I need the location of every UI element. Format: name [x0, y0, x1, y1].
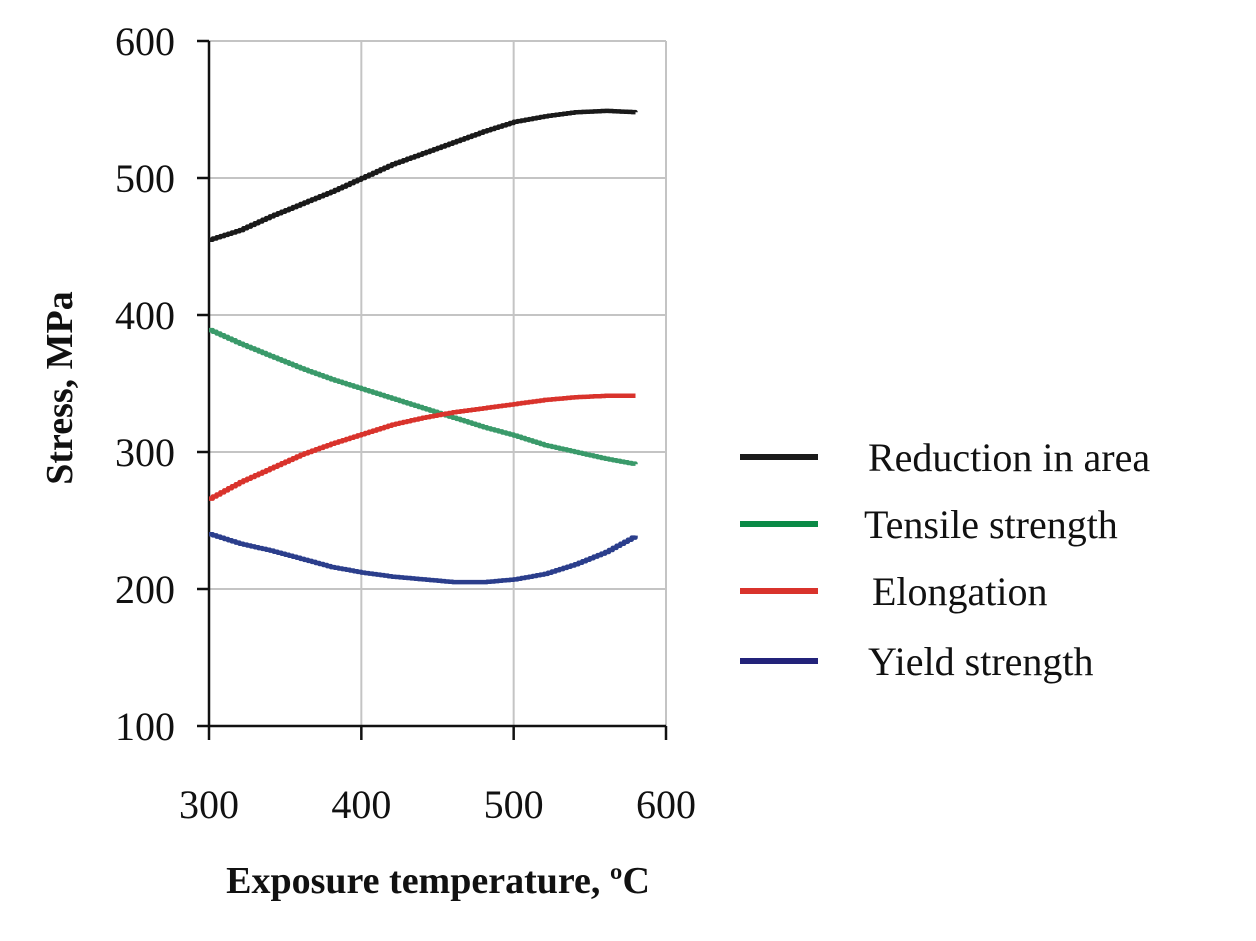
legend-label: Yield strength [868, 639, 1094, 684]
series-line-3 [209, 531, 638, 585]
axes [197, 39, 668, 740]
plot-lines [209, 108, 638, 585]
series-line-2 [209, 393, 636, 501]
y-tick-label: 100 [115, 704, 175, 749]
y-tick-label: 400 [115, 293, 175, 338]
x-axis-title: Exposure temperature, ºC [226, 860, 650, 902]
series-line-1 [209, 327, 638, 466]
legend-label: Tensile strength [864, 502, 1118, 547]
y-axis-title: Stress, MPa [39, 291, 81, 485]
y-tick-label: 200 [115, 567, 175, 612]
x-tick-label: 400 [331, 782, 391, 827]
series-line-0 [209, 108, 638, 242]
x-tick-label: 600 [636, 782, 696, 827]
x-tick-label: 500 [484, 782, 544, 827]
legend-label: Elongation [872, 569, 1048, 614]
x-tick-label: 300 [179, 782, 239, 827]
grid [209, 40, 667, 726]
y-tick-label: 600 [115, 19, 175, 64]
tick-labels: 100 200 300 400 500 600 300 400 500 600 [115, 19, 696, 827]
y-tick-label: 500 [115, 156, 175, 201]
y-tick-label: 300 [115, 430, 175, 475]
legend: Reduction in area Tensile strength Elongat… [740, 435, 1150, 684]
legend-label: Reduction in area [868, 435, 1150, 480]
